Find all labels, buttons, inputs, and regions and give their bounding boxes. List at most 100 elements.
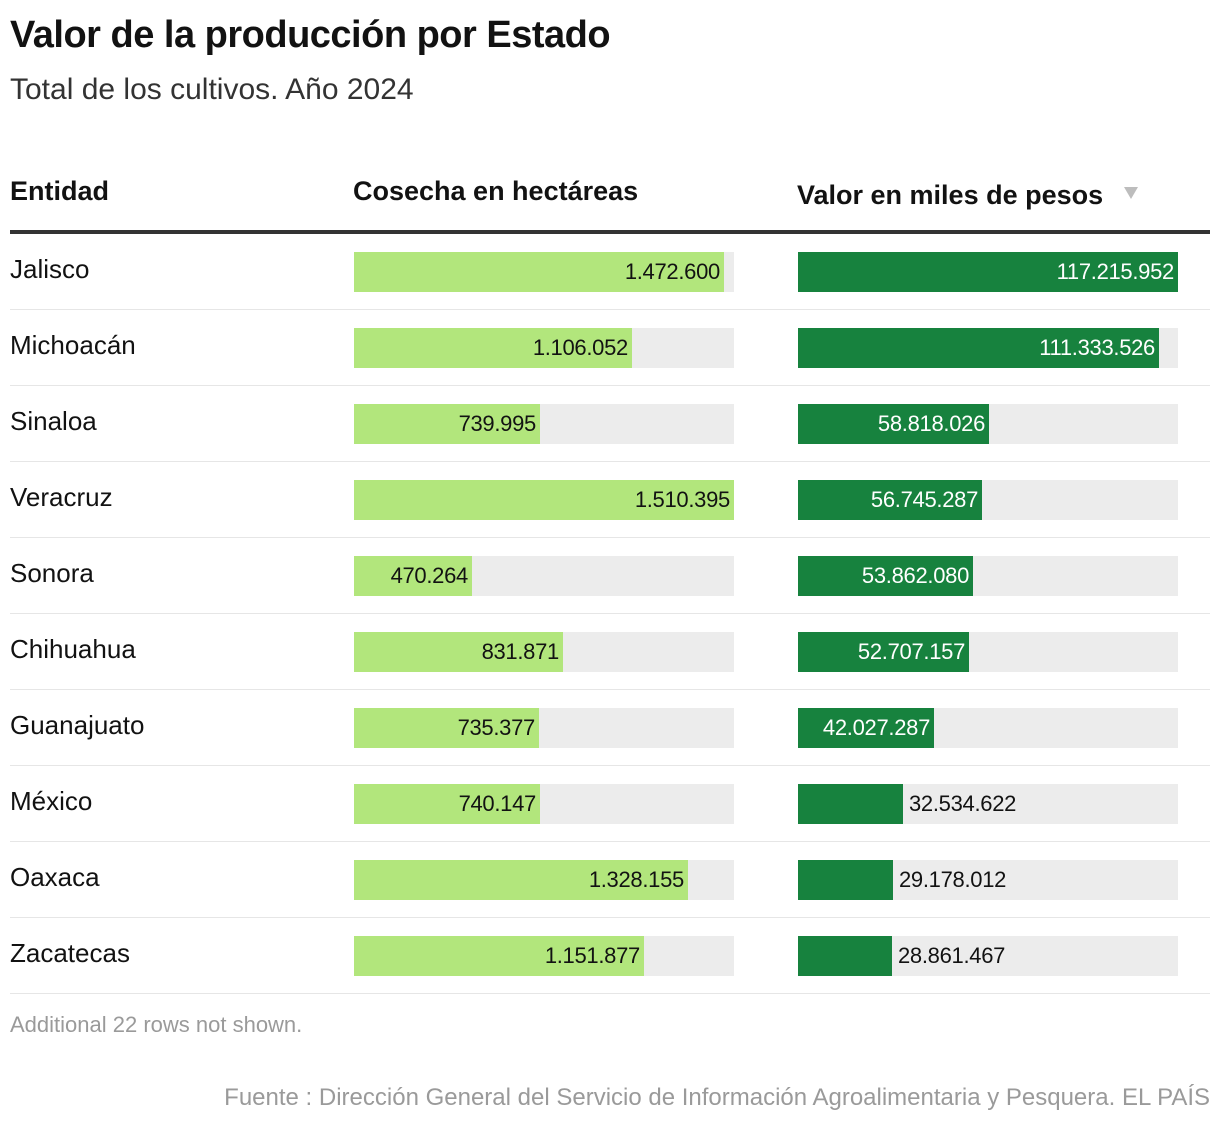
table-row: Chihuahua 831.871 52.707.157: [10, 614, 1210, 690]
value-amount-label: 117.215.952: [1056, 259, 1175, 284]
column-header-value[interactable]: Valor en miles de pesos: [797, 176, 1139, 211]
row-divider: [10, 993, 1210, 994]
harvest-bar-track: 470.264: [354, 556, 734, 596]
harvest-value-label: 1.106.052: [532, 335, 628, 360]
harvest-bar: [354, 632, 563, 672]
harvest-value-label: 740.147: [458, 791, 537, 816]
harvest-bar: [354, 784, 540, 824]
value-amount-label: 52.707.157: [857, 639, 965, 664]
value-bar-track: 56.745.287: [798, 480, 1178, 520]
row-divider: [10, 841, 1210, 842]
harvest-value-label: 1.328.155: [588, 867, 684, 892]
harvest-bar: [354, 556, 472, 596]
value-amount-label: 58.818.026: [877, 411, 985, 436]
harvest-bar: [354, 480, 734, 520]
entity-name: Zacatecas: [10, 938, 130, 968]
column-header-harvest[interactable]: Cosecha en hectáreas: [353, 176, 639, 206]
harvest-bar: [354, 252, 724, 292]
table-row: Sinaloa 739.995 58.818.026: [10, 386, 1210, 462]
harvest-value-label: 739.995: [458, 411, 537, 436]
value-bar: [798, 480, 982, 520]
harvest-bar: [354, 404, 540, 444]
harvest-bar-track: 1.151.877: [354, 936, 734, 976]
value-bar: [798, 708, 934, 748]
table-row: Sonora 470.264 53.862.080: [10, 538, 1210, 614]
table-row: Oaxaca 1.328.155 29.178.012: [10, 842, 1210, 918]
table-row: Veracruz 1.510.395 56.745.287: [10, 462, 1210, 538]
value-bar-track: 58.818.026: [798, 404, 1178, 444]
harvest-value-label: 470.264: [390, 563, 469, 588]
harvest-bar-track: 739.995: [354, 404, 734, 444]
row-divider: [10, 917, 1210, 918]
row-divider: [10, 309, 1210, 310]
chart-subtitle: Total de los cultivos. Año 2024: [10, 73, 414, 106]
entity-name: Jalisco: [10, 254, 90, 284]
value-bar: [798, 404, 989, 444]
value-bar-track: 117.215.952: [798, 252, 1178, 292]
harvest-value-label: 1.472.600: [624, 259, 720, 284]
table-row: Zacatecas 1.151.877 28.861.467: [10, 918, 1210, 994]
entity-name: Sinaloa: [10, 406, 97, 436]
entity-name: Oaxaca: [10, 862, 100, 892]
harvest-bar-track: 1.510.395: [354, 480, 734, 520]
value-amount-label: 28.861.467: [898, 943, 1006, 968]
harvest-bar-track: 740.147: [354, 784, 734, 824]
table-row: México 740.147 32.534.622: [10, 766, 1210, 842]
value-amount-label: 111.333.526: [1039, 335, 1155, 360]
harvest-bar-track: 831.871: [354, 632, 734, 672]
value-bar-track: 42.027.287: [798, 708, 1178, 748]
table-row: Michoacán 1.106.052 111.333.526: [10, 310, 1210, 386]
value-bar: [798, 252, 1178, 292]
entity-name: Guanajuato: [10, 710, 145, 740]
value-bar: [798, 556, 973, 596]
value-bar-track: 53.862.080: [798, 556, 1178, 596]
value-amount-label: 53.862.080: [861, 563, 969, 588]
row-divider: [10, 461, 1210, 462]
value-bar: [798, 632, 969, 672]
header-rule: [10, 230, 1210, 234]
entity-name: Chihuahua: [10, 634, 136, 664]
value-bar-track: 111.333.526: [798, 328, 1178, 368]
column-header-value-label: Valor en miles de pesos: [797, 180, 1104, 210]
value-amount-label: 56.745.287: [870, 487, 978, 512]
row-divider: [10, 385, 1210, 386]
value-bar: [798, 328, 1159, 368]
entity-name: Veracruz: [10, 482, 113, 512]
footnote: Additional 22 rows not shown.: [10, 1012, 303, 1037]
harvest-value-label: 1.510.395: [634, 487, 730, 512]
harvest-value-label: 1.151.877: [544, 943, 640, 968]
harvest-bar-track: 1.472.600: [354, 252, 734, 292]
value-bar-track: 32.534.622: [798, 784, 1178, 824]
harvest-bar-track: 1.328.155: [354, 860, 734, 900]
value-bar-track: 29.178.012: [798, 860, 1178, 900]
row-divider: [10, 765, 1210, 766]
harvest-bar: [354, 860, 688, 900]
harvest-bar: [354, 328, 632, 368]
sort-descending-icon[interactable]: [1123, 176, 1139, 207]
value-bar: [798, 860, 893, 900]
entity-name: Sonora: [10, 558, 94, 588]
entity-name: México: [10, 786, 93, 816]
value-amount-label: 32.534.622: [909, 791, 1017, 816]
harvest-bar-track: 735.377: [354, 708, 734, 748]
value-bar-track: 52.707.157: [798, 632, 1178, 672]
column-header-entity[interactable]: Entidad: [10, 176, 109, 206]
source-credit: Fuente : Dirección General del Servicio …: [224, 1084, 1210, 1111]
harvest-value-label: 831.871: [481, 639, 560, 664]
value-bar: [798, 784, 903, 824]
value-amount-label: 42.027.287: [822, 715, 930, 740]
row-divider: [10, 613, 1210, 614]
value-bar: [798, 936, 892, 976]
harvest-bar: [354, 936, 644, 976]
harvest-value-label: 735.377: [457, 715, 536, 740]
table-row: Jalisco 1.472.600 117.215.952: [10, 234, 1210, 310]
row-divider: [10, 689, 1210, 690]
value-amount-label: 29.178.012: [899, 867, 1007, 892]
row-divider: [10, 537, 1210, 538]
chart-title: Valor de la producción por Estado: [10, 14, 611, 56]
table-row: Guanajuato 735.377 42.027.287: [10, 690, 1210, 766]
entity-name: Michoacán: [10, 330, 136, 360]
harvest-bar-track: 1.106.052: [354, 328, 734, 368]
value-bar-track: 28.861.467: [798, 936, 1178, 976]
harvest-bar: [354, 708, 539, 748]
